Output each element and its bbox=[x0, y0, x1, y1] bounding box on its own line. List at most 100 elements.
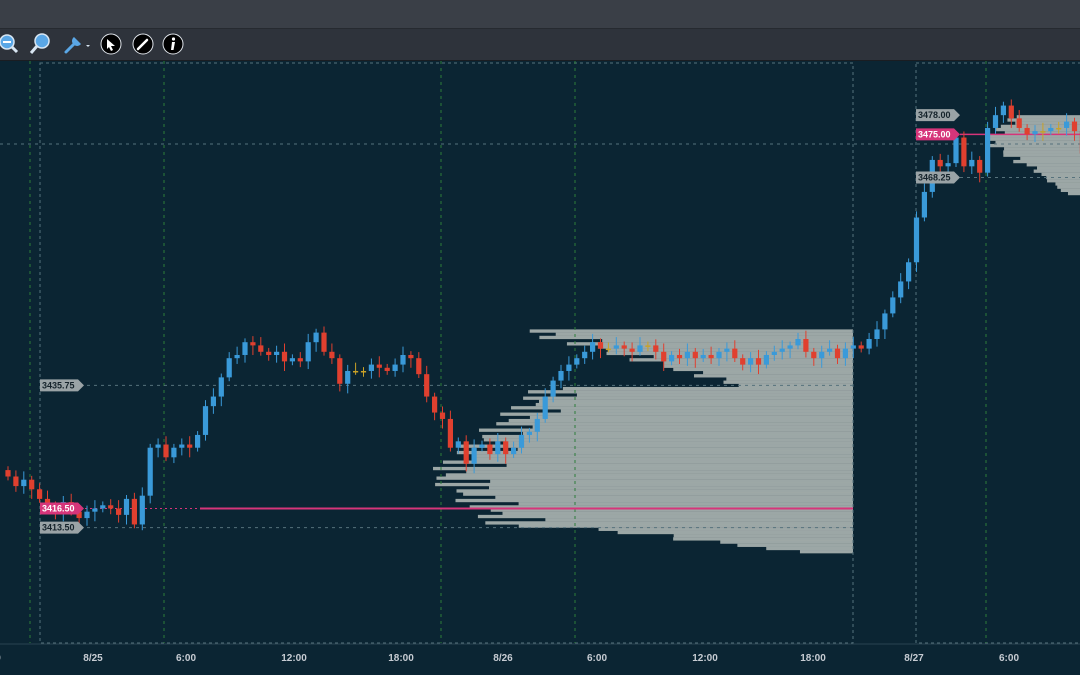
x-tick-label: 6:00 bbox=[587, 653, 607, 664]
profile-bar bbox=[473, 454, 853, 458]
profile-bar bbox=[996, 127, 1080, 132]
price-chart[interactable]: 3478.00 3475.00 3468.25 3435.75 3416.50 3413.… bbox=[0, 61, 1080, 675]
profile-bar bbox=[532, 425, 853, 429]
profile-bar bbox=[1041, 172, 1080, 177]
candle-body bbox=[740, 358, 746, 365]
profile-bar bbox=[459, 444, 853, 448]
candle-body bbox=[37, 489, 43, 499]
draw-tool-button[interactable] bbox=[131, 32, 155, 56]
candle-body bbox=[179, 444, 185, 448]
profile-bar bbox=[1055, 182, 1080, 186]
info-button[interactable] bbox=[161, 32, 185, 56]
price-tags: 3478.00 3475.00 3468.25 3435.75 3416.50 3413.… bbox=[40, 109, 960, 534]
profile-bar bbox=[517, 447, 853, 452]
profile-bar bbox=[602, 339, 853, 343]
x-tick-label: 8/26 bbox=[493, 653, 513, 664]
candle-body bbox=[1008, 105, 1014, 119]
candle-body bbox=[748, 358, 754, 365]
candle-body bbox=[827, 348, 833, 352]
tools-dropdown-button[interactable] bbox=[62, 32, 92, 56]
profile-bar bbox=[495, 495, 853, 499]
candle-body bbox=[368, 364, 374, 371]
profile-bar bbox=[485, 521, 853, 525]
candle-body bbox=[834, 348, 841, 359]
candle-body bbox=[487, 444, 493, 455]
candle-body bbox=[92, 508, 98, 512]
candle-body bbox=[1056, 127, 1062, 130]
x-tick-label: 18:00 bbox=[800, 653, 826, 664]
candle-body bbox=[455, 441, 461, 448]
candle-body bbox=[653, 345, 659, 352]
volume-profiles bbox=[433, 115, 1080, 554]
candle-body bbox=[392, 364, 398, 371]
candle-body bbox=[819, 351, 825, 359]
candle-body bbox=[985, 127, 991, 173]
profile-bar bbox=[529, 415, 853, 420]
candle-body bbox=[590, 342, 596, 352]
candle-body bbox=[692, 351, 698, 359]
profile-bar bbox=[1026, 163, 1080, 167]
profile-bar bbox=[503, 441, 853, 445]
profile-bar bbox=[455, 498, 853, 503]
session-box-8-27 bbox=[915, 62, 1080, 644]
profile-bar bbox=[474, 457, 853, 461]
candle-body bbox=[906, 262, 912, 282]
candle-body bbox=[131, 498, 137, 525]
x-tick-label: 12:00 bbox=[692, 653, 718, 664]
profile-bar bbox=[703, 370, 853, 375]
info-icon bbox=[162, 33, 184, 55]
profile-bar bbox=[433, 466, 853, 471]
price-tag-label: 3413.50 bbox=[42, 523, 75, 533]
chart-grid bbox=[0, 61, 1080, 644]
x-tick-label: 0 bbox=[0, 653, 1, 664]
profile-bar bbox=[726, 377, 853, 381]
profile-bar bbox=[1067, 191, 1080, 196]
candle-body bbox=[542, 396, 548, 419]
profile-bar bbox=[489, 486, 853, 490]
profile-bar bbox=[477, 514, 853, 519]
candle-body bbox=[447, 418, 453, 448]
candle-body bbox=[384, 367, 390, 371]
candle-body bbox=[708, 354, 714, 359]
candle-body bbox=[155, 444, 161, 448]
pointer-tool-button[interactable] bbox=[99, 32, 123, 56]
candle-body bbox=[195, 434, 201, 448]
profile-bar bbox=[539, 335, 853, 340]
candle-body bbox=[787, 345, 793, 349]
profile-bar bbox=[1007, 118, 1080, 122]
profile-bar bbox=[737, 543, 853, 547]
candle-body bbox=[518, 434, 525, 448]
candle-body bbox=[44, 498, 51, 506]
candle-body bbox=[13, 476, 19, 487]
profile-bar bbox=[673, 537, 853, 541]
x-tick-label: 6:00 bbox=[999, 653, 1019, 664]
candle-body bbox=[961, 137, 967, 167]
draw-pen-icon bbox=[132, 33, 154, 55]
candle-body bbox=[76, 511, 82, 519]
candle-body bbox=[258, 345, 264, 352]
candle-body bbox=[29, 479, 35, 490]
profile-bar bbox=[766, 546, 853, 551]
profile-bar bbox=[555, 332, 853, 336]
candle-body bbox=[613, 345, 619, 349]
profile-bar bbox=[606, 351, 853, 356]
zoom-out-button[interactable] bbox=[0, 32, 20, 56]
profile-bar bbox=[1047, 179, 1080, 183]
candle-body bbox=[732, 348, 738, 359]
candlestick-chart-svg[interactable]: 3478.00 3475.00 3468.25 3435.75 3416.50 3413.… bbox=[0, 61, 1080, 675]
profile-bar bbox=[995, 140, 1080, 145]
candle-body bbox=[550, 380, 556, 397]
candle-body bbox=[700, 354, 706, 359]
candle-body bbox=[803, 339, 809, 352]
zoom-in-button[interactable] bbox=[28, 32, 52, 56]
profile-bar bbox=[482, 434, 853, 439]
candle-body bbox=[669, 354, 675, 362]
candle-body bbox=[242, 342, 248, 355]
profile-bar bbox=[1015, 121, 1080, 125]
profile-bar bbox=[522, 431, 853, 436]
candle-body bbox=[432, 396, 438, 413]
candle-body bbox=[526, 431, 532, 435]
profile-bar bbox=[566, 342, 853, 346]
candle-body bbox=[313, 332, 319, 343]
profile-bar bbox=[597, 345, 853, 349]
